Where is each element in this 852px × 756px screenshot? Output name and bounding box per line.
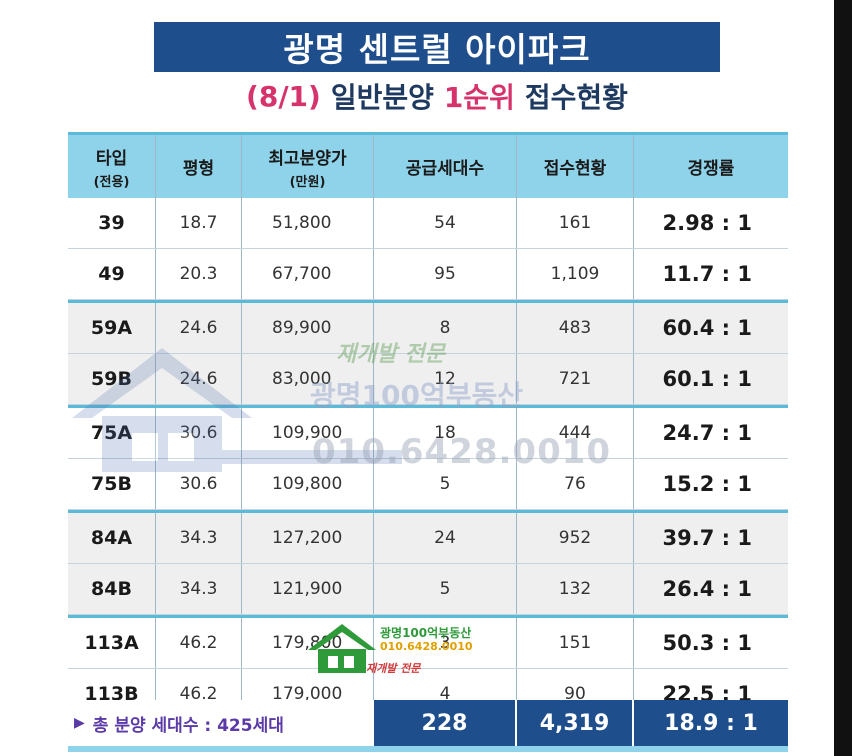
cell-applied: 721 bbox=[517, 354, 634, 404]
watermark-line1: 재개발 전문 bbox=[336, 342, 445, 367]
table-header: 타입 (전용) 평형 최고분양가 (만원) 공급세대수 접수현황 경쟁률 bbox=[68, 132, 788, 198]
cell-applied: 90 bbox=[517, 669, 634, 719]
cell-type: 75A bbox=[68, 408, 156, 458]
page-subtitle: (8/1) 일반분양 1순위 접수현황 bbox=[154, 74, 720, 118]
cell-supply: 4 bbox=[374, 669, 517, 719]
right-edge-border bbox=[834, 0, 852, 756]
subtitle-part2: 1순위 bbox=[443, 81, 515, 114]
cell-price: 89,900 bbox=[242, 303, 374, 353]
cell-ratio: 24.7 : 1 bbox=[662, 421, 752, 445]
total-row: ▶ 총 분양 세대수 : 425세대 228 4,319 18.9 : 1 bbox=[68, 700, 788, 746]
header-ratio: 경쟁률 bbox=[687, 159, 735, 179]
cell-supply: 8 bbox=[374, 303, 517, 353]
cell-type: 59B bbox=[68, 354, 156, 404]
cell-pyeong: 46.2 bbox=[156, 618, 242, 668]
small-logo-house-icon bbox=[308, 624, 376, 673]
cell-type: 84A bbox=[68, 513, 156, 563]
small-logo: 광명100억부동산 010.6428.0010 재개발 전문 bbox=[306, 620, 506, 680]
total-supply: 228 bbox=[374, 700, 517, 746]
table-row: 49 20.3 67,700 95 1,109 11.7 : 1 bbox=[68, 249, 788, 300]
cell-price: 127,200 bbox=[242, 513, 374, 563]
cell-supply: 54 bbox=[374, 198, 517, 248]
table-row: 75B 30.6 109,800 5 76 15.2 : 1 bbox=[68, 459, 788, 510]
cell-ratio: 60.1 : 1 bbox=[662, 367, 752, 391]
table-row: 59B 24.6 83,000 12 721 60.1 : 1 bbox=[68, 354, 788, 405]
cell-ratio: 60.4 : 1 bbox=[662, 316, 752, 340]
table-row: 84B 34.3 121,900 5 132 26.4 : 1 bbox=[68, 564, 788, 615]
cell-type: 75B bbox=[68, 459, 156, 509]
cell-pyeong: 20.3 bbox=[156, 249, 242, 299]
cell-price: 67,700 bbox=[242, 249, 374, 299]
cell-price: 109,800 bbox=[242, 459, 374, 509]
cell-ratio: 26.4 : 1 bbox=[662, 577, 752, 601]
header-pyeong: 평형 bbox=[156, 135, 242, 198]
table-row: 84A 34.3 127,200 24 952 39.7 : 1 bbox=[68, 510, 788, 564]
cell-type: 113B bbox=[68, 669, 156, 719]
cell-ratio: 11.7 : 1 bbox=[662, 262, 752, 286]
cell-supply: 5 bbox=[374, 459, 517, 509]
cell-type: 113A bbox=[68, 618, 156, 668]
watermark-line3: 010.6428.0010 bbox=[312, 432, 612, 472]
cell-supply: 3 bbox=[374, 618, 517, 668]
cell-applied: 1,109 bbox=[517, 249, 634, 299]
table-row: 39 18.7 51,800 54 161 2.98 : 1 bbox=[68, 198, 788, 249]
cell-supply: 95 bbox=[374, 249, 517, 299]
cell-applied: 151 bbox=[517, 618, 634, 668]
triangle-icon: ▶ bbox=[74, 715, 85, 731]
cell-price: 51,800 bbox=[242, 198, 374, 248]
watermark-line2: 광명100억부동산 bbox=[310, 379, 524, 412]
cell-type: 84B bbox=[68, 564, 156, 614]
cell-pyeong: 24.6 bbox=[156, 303, 242, 353]
cell-price: 121,900 bbox=[242, 564, 374, 614]
cell-supply: 5 bbox=[374, 564, 517, 614]
table-row: 113A 46.2 179,800 3 151 50.3 : 1 bbox=[68, 615, 788, 669]
cell-applied: 483 bbox=[517, 303, 634, 353]
header-supply: 공급세대수 bbox=[374, 135, 517, 198]
subscription-table: 타입 (전용) 평형 최고분양가 (만원) 공급세대수 접수현황 경쟁률 39 1… bbox=[68, 132, 788, 720]
cell-pyeong: 30.6 bbox=[156, 408, 242, 458]
cell-applied: 161 bbox=[517, 198, 634, 248]
cell-type: 49 bbox=[68, 249, 156, 299]
cell-applied: 132 bbox=[517, 564, 634, 614]
cell-pyeong: 34.3 bbox=[156, 513, 242, 563]
cell-pyeong: 30.6 bbox=[156, 459, 242, 509]
cell-price: 179,000 bbox=[242, 669, 374, 719]
cell-applied: 952 bbox=[517, 513, 634, 563]
subtitle-part1: 일반분양 bbox=[330, 81, 434, 114]
total-ratio: 18.9 : 1 bbox=[634, 700, 788, 746]
total-applied: 4,319 bbox=[517, 700, 634, 746]
cell-supply: 24 bbox=[374, 513, 517, 563]
cell-applied: 76 bbox=[517, 459, 634, 509]
page-title: 광명 센트럴 아이파크 bbox=[154, 22, 720, 72]
cell-supply: 18 bbox=[374, 408, 517, 458]
table-body: 39 18.7 51,800 54 161 2.98 : 1 49 20.3 67,700 95 1… bbox=[68, 198, 788, 720]
cell-ratio: 15.2 : 1 bbox=[662, 472, 752, 496]
cell-ratio: 2.98 : 1 bbox=[662, 211, 752, 235]
total-label: ▶ 총 분양 세대수 : 425세대 bbox=[68, 700, 374, 746]
subtitle-date: (8/1) bbox=[246, 79, 321, 113]
header-applied: 접수현황 bbox=[517, 135, 634, 198]
bottom-strip bbox=[68, 746, 788, 752]
cell-supply: 12 bbox=[374, 354, 517, 404]
cell-type: 39 bbox=[68, 198, 156, 248]
header-price: 최고분양가 (만원) bbox=[242, 135, 374, 198]
cell-pyeong: 24.6 bbox=[156, 354, 242, 404]
cell-pyeong: 46.2 bbox=[156, 669, 242, 719]
cell-price: 109,900 bbox=[242, 408, 374, 458]
cell-ratio: 39.7 : 1 bbox=[662, 526, 752, 550]
subtitle-part3: 접수현황 bbox=[524, 81, 628, 114]
cell-pyeong: 34.3 bbox=[156, 564, 242, 614]
cell-applied: 444 bbox=[517, 408, 634, 458]
header-type: 타입 (전용) bbox=[68, 135, 156, 198]
table-row: 59A 24.6 89,900 8 483 60.4 : 1 bbox=[68, 300, 788, 354]
cell-type: 59A bbox=[68, 303, 156, 353]
cell-ratio: 50.3 : 1 bbox=[662, 631, 752, 655]
cell-price: 83,000 bbox=[242, 354, 374, 404]
table-row: 75A 30.6 109,900 18 444 24.7 : 1 bbox=[68, 405, 788, 459]
cell-pyeong: 18.7 bbox=[156, 198, 242, 248]
